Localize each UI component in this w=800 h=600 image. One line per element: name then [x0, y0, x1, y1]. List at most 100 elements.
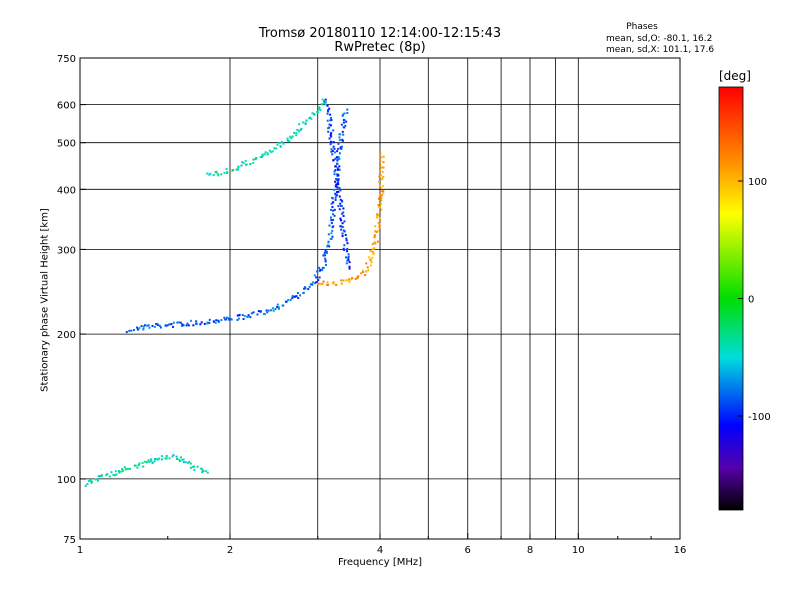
data-point — [142, 325, 145, 328]
data-point — [160, 458, 163, 461]
data-point — [217, 174, 220, 177]
data-point — [186, 322, 189, 325]
data-point — [290, 137, 293, 140]
data-point — [159, 326, 162, 329]
data-point — [214, 170, 217, 173]
data-point — [164, 324, 167, 327]
data-point — [316, 111, 319, 114]
data-point — [332, 141, 335, 144]
data-point — [199, 323, 202, 326]
data-point — [201, 471, 204, 474]
data-point — [97, 475, 100, 478]
data-point — [371, 256, 374, 259]
data-point — [331, 205, 334, 208]
data-point — [200, 321, 203, 324]
data-point — [193, 465, 196, 468]
data-point — [372, 252, 375, 255]
data-point — [242, 161, 245, 164]
data-point — [326, 245, 329, 248]
data-point — [324, 101, 327, 104]
data-point — [329, 124, 332, 127]
data-point — [291, 295, 294, 298]
data-point — [273, 147, 276, 150]
data-point — [225, 168, 228, 171]
data-point — [332, 282, 335, 285]
data-point — [371, 243, 374, 246]
data-point — [331, 235, 334, 238]
data-point — [317, 108, 320, 111]
data-point — [355, 277, 358, 280]
data-point — [377, 222, 380, 225]
data-point — [130, 329, 133, 332]
data-point — [341, 139, 344, 142]
data-point — [371, 250, 374, 253]
x-tick-label: 6 — [465, 545, 471, 556]
data-point — [165, 457, 168, 460]
data-point — [346, 112, 349, 115]
data-point — [348, 267, 351, 270]
data-point — [379, 160, 382, 163]
data-point — [374, 225, 377, 228]
data-point — [89, 479, 92, 482]
data-point — [310, 117, 313, 120]
data-point — [333, 170, 336, 173]
data-point — [135, 326, 138, 329]
data-point — [369, 250, 372, 253]
data-point — [181, 458, 184, 461]
data-point — [329, 143, 332, 146]
data-point — [134, 464, 137, 467]
data-point — [179, 321, 182, 324]
data-point — [338, 187, 341, 190]
data-point — [195, 320, 198, 323]
data-point — [328, 126, 331, 129]
data-point — [336, 162, 339, 165]
axis-ticks: 1 2 4 6 8 10 16 75 100 200 300 400 500 600 750 — [57, 54, 686, 556]
data-point — [380, 166, 383, 169]
data-point — [341, 232, 344, 235]
data-point — [287, 140, 290, 143]
data-point — [374, 242, 377, 245]
chart-subtitle: RwPretec (8p) — [334, 40, 426, 55]
data-point — [377, 214, 380, 217]
data-point — [331, 141, 334, 144]
data-point — [369, 258, 372, 261]
data-point — [138, 462, 141, 465]
data-point — [201, 468, 204, 471]
data-point — [266, 153, 269, 156]
data-point — [121, 468, 124, 471]
data-point — [106, 473, 109, 476]
data-point — [380, 197, 383, 200]
data-point — [97, 479, 100, 482]
data-point — [321, 269, 324, 272]
x-tick-label: 8 — [527, 545, 533, 556]
data-point — [347, 257, 350, 260]
data-point — [125, 331, 128, 334]
data-point — [380, 174, 383, 177]
data-point — [379, 156, 382, 159]
phases-o-stats: mean, sd,O: -80.1, 16.2 — [606, 34, 713, 44]
data-point — [338, 165, 341, 168]
data-point — [266, 311, 269, 314]
data-point — [337, 155, 340, 158]
data-point — [330, 232, 333, 235]
data-point — [280, 141, 283, 144]
data-point — [315, 281, 318, 284]
data-point — [330, 119, 333, 122]
data-point — [327, 233, 330, 236]
data-point — [337, 147, 340, 150]
data-point — [377, 229, 380, 232]
data-point — [338, 139, 341, 142]
data-point — [332, 213, 335, 216]
data-point — [203, 322, 206, 325]
data-point — [286, 137, 289, 140]
data-point — [340, 204, 343, 207]
data-point — [84, 484, 87, 487]
data-point — [256, 313, 259, 316]
data-point — [223, 171, 226, 174]
data-point — [148, 460, 151, 463]
data-point — [151, 324, 154, 327]
data-point — [342, 279, 345, 282]
data-point — [335, 156, 338, 159]
data-point — [365, 270, 368, 273]
data-point — [330, 221, 333, 224]
